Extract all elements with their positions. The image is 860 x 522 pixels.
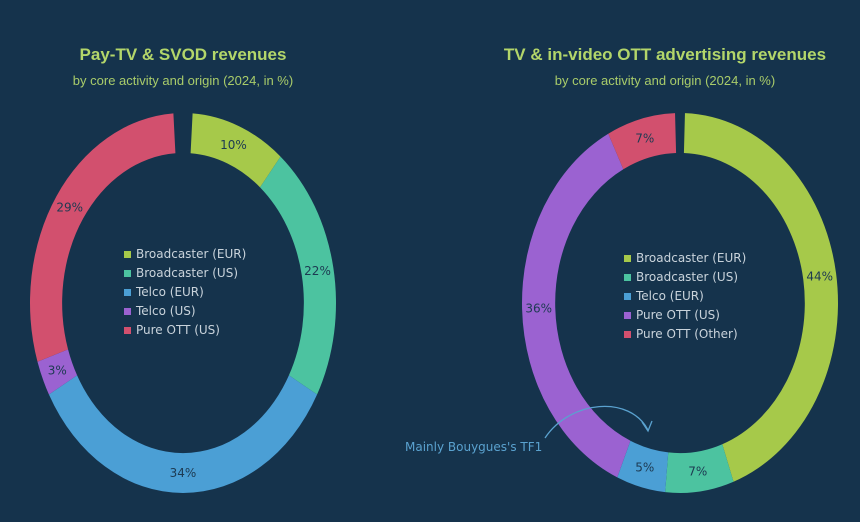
legend-left: Broadcaster (EUR) Broadcaster (US) Telco (…: [124, 245, 246, 340]
slice-label-0-4: 29%: [56, 200, 83, 214]
donut-slice-1-4: [608, 113, 677, 170]
legend-swatch: [624, 312, 631, 319]
legend-swatch: [124, 289, 131, 296]
legend-label: Pure OTT (US): [136, 323, 220, 337]
slice-label-0-2: 34%: [170, 466, 197, 480]
chart-subtitle-right: by core activity and origin (2024, in %): [554, 73, 776, 88]
legend-swatch: [124, 327, 131, 334]
donut-slice-0-0: [190, 113, 281, 188]
legend-label: Broadcaster (EUR): [136, 247, 247, 261]
donut-slice-1-2: [617, 440, 669, 493]
legend-item: Broadcaster (US): [624, 268, 746, 287]
legend-swatch: [624, 331, 631, 338]
legend-label: Broadcaster (US): [636, 270, 739, 284]
slice-label-1-1: 7%: [688, 465, 707, 479]
legend-item: Pure OTT (Other): [624, 325, 746, 344]
slice-label-1-0: 44%: [806, 269, 833, 283]
donut-slice-0-3: [37, 349, 78, 395]
chart-title-right: TV & in-video OTT advertising revenues: [503, 45, 827, 64]
legend-label: Broadcaster (EUR): [636, 251, 747, 265]
legend-swatch: [124, 270, 131, 277]
legend-label: Telco (EUR): [136, 285, 204, 299]
donut-slice-1-3: [522, 133, 631, 478]
legend-item: Broadcaster (EUR): [124, 245, 246, 264]
legend-swatch: [624, 293, 631, 300]
slice-label-0-1: 22%: [304, 264, 331, 278]
legend-swatch: [624, 255, 631, 262]
chart-subtitle-left: by core activity and origin (2024, in %): [72, 73, 294, 88]
legend-swatch: [124, 251, 131, 258]
slice-label-0-3: 3%: [48, 364, 67, 378]
donut-slice-0-4: [29, 113, 176, 362]
legend-label: Telco (EUR): [636, 289, 704, 303]
slice-label-0-0: 10%: [220, 138, 247, 152]
legend-right: Broadcaster (EUR) Broadcaster (US) Telco (…: [624, 249, 746, 344]
legend-item: Pure OTT (US): [624, 306, 746, 325]
chart-title-left: Pay-TV & SVOD revenues: [79, 45, 287, 64]
legend-item: Telco (EUR): [624, 287, 746, 306]
legend-label: Pure OTT (Other): [636, 327, 738, 341]
annotation-arrow: [544, 405, 653, 439]
legend-item: Broadcaster (EUR): [624, 249, 746, 268]
donut-slice-0-1: [260, 156, 337, 395]
donut-slice-1-0: [683, 113, 838, 482]
legend-item: Telco (US): [124, 302, 246, 321]
legend-label: Telco (US): [136, 304, 196, 318]
legend-swatch: [624, 274, 631, 281]
donut-slice-1-1: [665, 444, 734, 493]
legend-label: Broadcaster (US): [136, 266, 239, 280]
legend-label: Pure OTT (US): [636, 308, 720, 322]
slice-label-1-4: 7%: [635, 131, 654, 145]
donut-slice-0-2: [48, 375, 318, 494]
legend-swatch: [124, 308, 131, 315]
legend-item: Telco (EUR): [124, 283, 246, 302]
legend-item: Broadcaster (US): [124, 264, 246, 283]
slice-label-1-3: 36%: [525, 301, 552, 315]
slice-label-1-2: 5%: [635, 461, 654, 475]
legend-item: Pure OTT (US): [124, 321, 246, 340]
annotation-tf1: Mainly Bouygues's TF1: [405, 440, 543, 454]
